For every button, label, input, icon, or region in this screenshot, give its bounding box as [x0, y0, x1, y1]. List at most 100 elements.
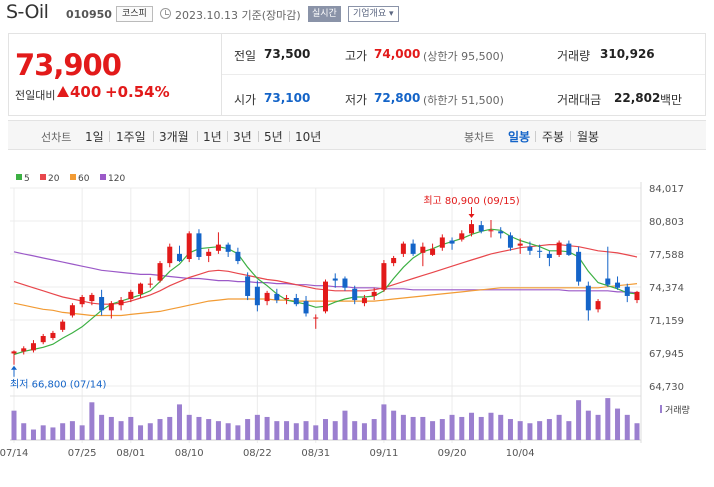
amount-unit: 백만	[660, 93, 683, 107]
high-label: 고가	[345, 49, 368, 63]
candle-chart-title: 봉차트	[464, 131, 495, 144]
candle-body	[245, 276, 251, 296]
volume-bar	[215, 421, 221, 440]
period-3y[interactable]: 3년	[233, 130, 252, 144]
volume-label: 거래량	[665, 404, 690, 416]
price-date: 2023.10.13 기준(장마감)	[175, 9, 301, 22]
candle-body	[615, 282, 621, 288]
volume-bar	[313, 425, 319, 440]
candle-body	[225, 244, 231, 252]
divider	[535, 131, 536, 142]
volume-bar	[430, 421, 436, 440]
volume-bar	[254, 414, 260, 440]
candle-body	[235, 251, 241, 262]
volume-bar	[546, 419, 552, 440]
candle-daily[interactable]: 일봉	[508, 130, 531, 144]
volume-bar	[245, 419, 251, 440]
candle-body	[128, 291, 134, 300]
company-logo: S-Oil	[6, 1, 49, 23]
market-badge: 코스피	[116, 6, 153, 22]
volume-bar	[498, 414, 504, 440]
divider	[289, 131, 290, 142]
candle-body	[60, 321, 66, 330]
volume-bar	[186, 414, 192, 440]
candle-body	[206, 251, 212, 256]
legend-swatch	[16, 174, 22, 180]
volume-bar	[469, 412, 475, 440]
low-arrowhead-icon	[11, 365, 17, 370]
legend-label: 5	[24, 174, 30, 184]
volume-bar	[293, 423, 299, 440]
candle-body	[527, 246, 533, 251]
volume-bar	[381, 404, 387, 440]
volume-bar	[459, 416, 465, 440]
candle-body	[498, 231, 504, 234]
candle-body	[352, 288, 358, 301]
candle-monthly[interactable]: 월봉	[577, 130, 600, 144]
low-value: 72,800	[374, 91, 421, 105]
candle-weekly[interactable]: 주봉	[542, 130, 565, 144]
volume-bar	[371, 419, 377, 440]
candle-body	[167, 246, 173, 264]
divider	[109, 131, 110, 142]
line-chart-title: 선차트	[41, 131, 72, 144]
candle-body	[624, 286, 630, 296]
candle-body	[400, 243, 406, 254]
volume-bar	[128, 416, 134, 440]
volume-bar	[410, 416, 416, 440]
candle-body	[556, 242, 562, 255]
candle-body	[40, 336, 46, 343]
y-tick-label: 64,730	[649, 382, 684, 393]
volume-bar	[225, 423, 231, 440]
period-1d[interactable]: 1일	[85, 130, 104, 144]
candle-body	[323, 281, 328, 312]
x-tick-label: 08/01	[116, 448, 145, 459]
y-tick-label: 74,374	[649, 283, 684, 294]
volume-bar	[615, 408, 621, 440]
period-3m[interactable]: 3개월	[159, 130, 189, 144]
volume-bar	[566, 421, 572, 440]
candle-body	[69, 305, 75, 316]
volume-bar	[507, 419, 513, 440]
candle-body	[332, 278, 338, 281]
volume-bar	[624, 414, 630, 440]
volume-bar	[449, 414, 455, 440]
period-1w[interactable]: 1주일	[116, 130, 146, 144]
volume-bar	[517, 421, 523, 440]
divider	[153, 131, 154, 142]
volume-bar	[21, 423, 27, 440]
candle-body	[537, 250, 543, 252]
volume-bar	[274, 421, 280, 440]
volume-bar	[361, 423, 367, 440]
summary-row-divider	[222, 74, 705, 75]
open-label: 시가	[234, 93, 257, 107]
candle-body	[108, 303, 114, 311]
volume-bar	[605, 398, 611, 440]
volume-bar	[488, 412, 494, 440]
period-10y[interactable]: 10년	[295, 130, 322, 144]
volume-bar	[99, 414, 105, 440]
volume-bar	[634, 423, 640, 440]
realtime-button[interactable]: 실시간	[308, 6, 341, 22]
x-tick-label: 09/20	[438, 448, 467, 459]
price-chart: 5 20 60 120 84,017 80,803 77,588 74,374 71,159 67…	[0, 160, 714, 487]
candle-body	[576, 251, 582, 282]
open-value: 73,100	[264, 91, 311, 105]
volume-bar	[40, 425, 46, 440]
stock-header: S-Oil 010950 코스피 2023.10.13 기준(장마감) 실시간 …	[0, 0, 714, 28]
high-annotation: 최고 80,900 (09/15)	[423, 195, 519, 207]
low-label: 저가	[345, 93, 368, 107]
x-tick-label: 09/11	[369, 448, 398, 459]
period-1y[interactable]: 1년	[203, 130, 222, 144]
candle-body	[303, 301, 309, 314]
company-info-button[interactable]: 기업개요 ▾	[348, 6, 399, 22]
candle-body	[478, 225, 484, 232]
change-label: 전일대비	[15, 89, 56, 102]
candle-body	[507, 235, 513, 248]
volume-bar	[342, 410, 348, 440]
candle-body	[449, 240, 455, 244]
period-5y[interactable]: 5년	[264, 130, 283, 144]
volume-bar	[478, 416, 484, 440]
volume-bar	[11, 410, 17, 440]
x-tick-label: 07/25	[68, 448, 97, 459]
